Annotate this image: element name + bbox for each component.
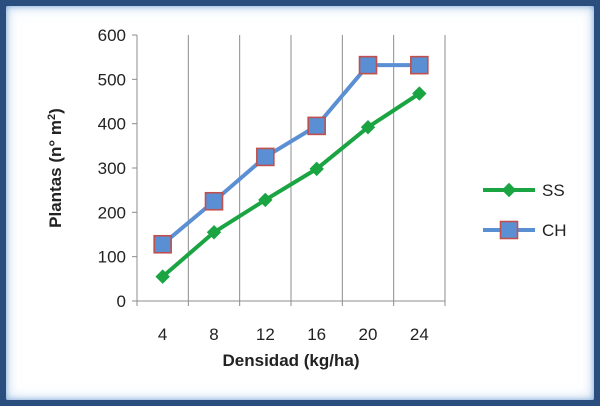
data-point-ss [360,120,376,135]
series-ch [153,55,429,254]
y-tick-label: 400 [98,115,126,134]
legend-swatch-marker [499,220,519,240]
data-point-ch [153,234,172,254]
chart-area: 0 100 200 300 400 500 600 4 8 12 16 20 24 Densidad … [6,6,594,400]
data-point-ss [155,269,170,284]
series-line-ss [161,91,421,279]
legend-label: CH [542,221,567,240]
data-point-ss [412,86,427,101]
x-tick-label: 8 [209,325,218,344]
y-tick-label: 0 [117,292,126,311]
legend: SS CH [483,181,567,240]
data-point-ch [307,116,326,136]
data-point-ch [358,55,378,75]
x-axis-title: Densidad (kg/ha) [223,351,360,370]
x-tick-label: 16 [307,325,326,344]
legend-item-ss: SS [483,181,565,200]
y-tick-label: 500 [98,70,126,89]
data-point-ss [258,192,273,208]
legend-item-ch: CH [483,220,567,240]
line-chart: 0 100 200 300 400 500 600 4 8 12 16 20 24 Densidad … [46,26,567,370]
data-point-ss [309,161,324,177]
data-point-ch [410,55,429,75]
x-tick-label: 20 [359,325,378,344]
y-tick-label: 100 [98,248,126,267]
series [153,55,429,284]
x-tick-label: 24 [410,325,429,344]
y-tick-label: 300 [98,159,126,178]
legend-swatch-marker [501,182,517,198]
legend-label: SS [542,181,565,200]
y-axis-title-end: ) [46,108,65,114]
y-tick-label: 600 [98,26,126,45]
data-point-ss [206,225,222,240]
x-tick-label: 12 [256,325,275,344]
y-axis-title: Plantas (n° m2) [46,108,65,228]
x-ticks: 4 8 12 16 20 24 [136,301,446,344]
data-point-ch [256,147,275,167]
data-point-ch [204,191,224,211]
series-ss [155,86,427,284]
y-axis-title-superscript: 2 [46,114,58,120]
y-axis-title-main: Plantas (n° m [46,120,65,228]
y-tick-label: 200 [98,203,126,222]
y-ticks: 0 100 200 300 400 500 600 [98,26,137,311]
x-tick-label: 4 [158,325,167,344]
